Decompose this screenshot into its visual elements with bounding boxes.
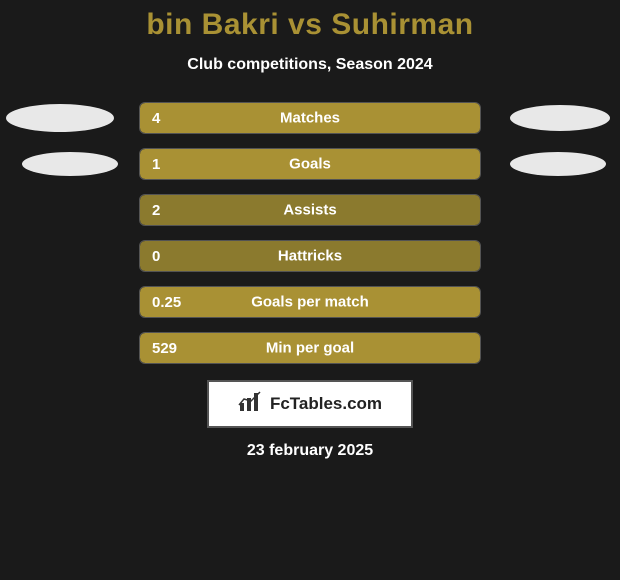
player-left-ellipse <box>22 152 118 176</box>
page-title: bin Bakri vs Suhirman <box>0 8 620 42</box>
stats-list: 4 Matches 1 Goals 2 Assists 0 Hattricks 0.25 Goal… <box>0 102 620 364</box>
stat-label: Matches <box>280 110 340 127</box>
stat-value: 4 <box>140 110 160 127</box>
infographic-container: bin Bakri vs Suhirman Club competitions,… <box>0 0 620 460</box>
stat-label: Min per goal <box>266 340 354 357</box>
logo-text: FcTables.com <box>270 394 382 414</box>
player-left-ellipse <box>6 104 114 132</box>
chart-icon <box>238 391 264 418</box>
player-right-ellipse <box>510 105 610 131</box>
stat-label: Goals <box>289 156 331 173</box>
fctables-logo: FcTables.com <box>207 380 413 428</box>
stat-value: 2 <box>140 202 160 219</box>
stat-value: 529 <box>140 340 177 357</box>
player-right-ellipse <box>510 152 606 176</box>
stat-value: 1 <box>140 156 160 173</box>
stat-bar: 2 Assists <box>139 194 481 226</box>
stat-label: Goals per match <box>251 294 369 311</box>
stat-value: 0.25 <box>140 294 181 311</box>
stat-label: Hattricks <box>278 248 342 265</box>
subtitle: Club competitions, Season 2024 <box>0 56 620 74</box>
date-text: 23 february 2025 <box>0 442 620 460</box>
stat-row: 4 Matches <box>0 102 620 134</box>
stat-row: 0 Hattricks <box>0 240 620 272</box>
stat-bar: 0 Hattricks <box>139 240 481 272</box>
stat-label: Assists <box>283 202 336 219</box>
stat-bar: 529 Min per goal <box>139 332 481 364</box>
stat-row: 2 Assists <box>0 194 620 226</box>
stat-row: 529 Min per goal <box>0 332 620 364</box>
stat-bar: 4 Matches <box>139 102 481 134</box>
stat-bar: 1 Goals <box>139 148 481 180</box>
stat-value: 0 <box>140 248 160 265</box>
stat-row: 1 Goals <box>0 148 620 180</box>
stat-row: 0.25 Goals per match <box>0 286 620 318</box>
stat-bar: 0.25 Goals per match <box>139 286 481 318</box>
